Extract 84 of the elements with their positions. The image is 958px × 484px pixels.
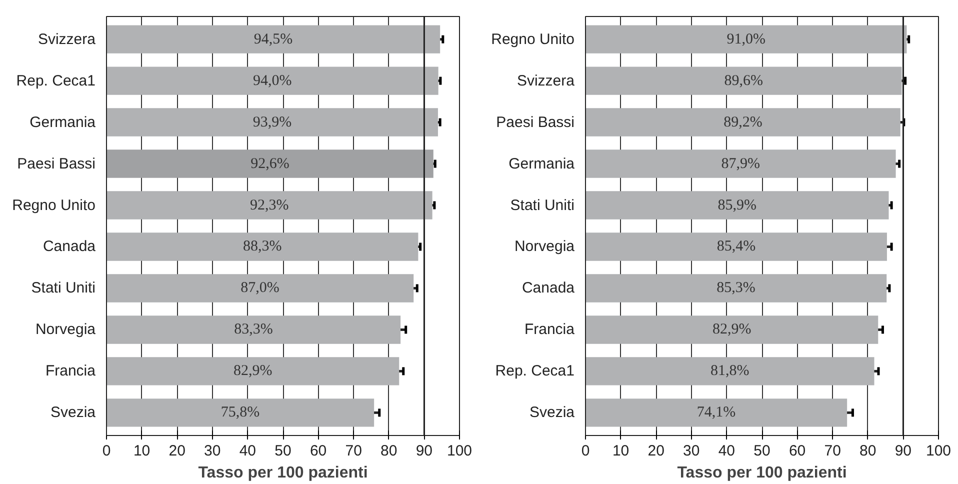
data-label: 81,8% — [710, 363, 750, 380]
x-tick-label: 0 — [102, 442, 111, 460]
x-tick-label: 80 — [380, 442, 398, 460]
data-label: 93,9% — [252, 114, 292, 130]
y-tick-label: Paesi Bassi — [17, 155, 96, 172]
bar — [106, 25, 440, 54]
y-tick-label: Norvegia — [514, 238, 576, 256]
x-tick-label: 20 — [168, 442, 186, 460]
x-tick-label: 90 — [894, 442, 912, 460]
y-tick-label: Francia — [524, 321, 576, 338]
y-tick-label: Svezia — [529, 404, 576, 422]
bar — [586, 232, 887, 261]
y-tick-label: Regno Unito — [12, 196, 96, 214]
x-tick-label: 0 — [581, 442, 590, 460]
x-tick-label: 80 — [860, 442, 876, 460]
data-label: 87,0% — [240, 280, 280, 296]
x-tick-label: 70 — [345, 442, 362, 460]
y-tick-label: Paesi Bassi — [496, 114, 575, 131]
bar — [586, 316, 878, 344]
bar — [106, 191, 432, 220]
data-label: 87,9% — [721, 156, 760, 172]
bar — [106, 357, 400, 386]
x-tick-label: 70 — [824, 442, 841, 460]
x-tick-label: 60 — [310, 442, 327, 460]
bar — [586, 357, 874, 386]
data-label: 85,4% — [716, 238, 756, 255]
data-label: 94,5% — [254, 31, 293, 48]
y-tick-label: Francia — [45, 362, 96, 380]
y-tick-label: Germania — [508, 155, 576, 172]
x-tick-label: 40 — [239, 442, 256, 460]
y-tick-label: Svizzera — [38, 30, 96, 48]
bar — [586, 274, 887, 302]
x-tick-label: 50 — [274, 442, 292, 460]
y-tick-label: Canada — [522, 280, 576, 297]
data-label: 85,9% — [718, 197, 756, 214]
x-tick-label: 60 — [788, 442, 806, 460]
y-tick-label: Germania — [30, 114, 96, 131]
y-tick-label: Stati Uniti — [31, 280, 96, 297]
data-label: 75,8% — [220, 404, 260, 421]
x-tick-label: 50 — [754, 442, 770, 460]
bar — [586, 25, 907, 54]
data-label: 94,0% — [253, 72, 292, 89]
x-tick-label: 10 — [612, 442, 630, 460]
y-tick-label: Canada — [42, 238, 96, 256]
x-tick-label: 30 — [683, 442, 700, 460]
bar — [106, 274, 414, 302]
bar — [586, 150, 896, 178]
y-tick-label: Norvegia — [35, 321, 96, 338]
x-tick-label: 10 — [133, 442, 150, 460]
x-tick-label: 20 — [648, 442, 664, 460]
y-tick-label: Rep. Ceca1 — [495, 362, 575, 380]
y-tick-label: Stati Uniti — [510, 196, 575, 214]
y-tick-label: Regno Unito — [491, 30, 575, 48]
bar — [106, 150, 434, 178]
y-tick-label: Svizzera — [516, 72, 576, 90]
data-label: 74,1% — [696, 404, 736, 421]
y-tick-label: Rep. Ceca1 — [16, 72, 96, 90]
bar — [586, 191, 889, 220]
x-tick-label: 100 — [446, 442, 472, 460]
data-label: 85,3% — [716, 280, 756, 296]
data-label: 92,3% — [250, 197, 289, 214]
bar — [586, 108, 900, 136]
bar — [106, 108, 438, 136]
data-label: 89,2% — [724, 114, 762, 130]
x-tick-label: 30 — [204, 442, 221, 460]
data-label: 83,3% — [234, 322, 273, 338]
data-label: 82,9% — [712, 322, 752, 338]
x-tick-label: 40 — [718, 442, 736, 460]
bar — [586, 66, 902, 95]
x-tick-label: 100 — [926, 442, 952, 460]
bar — [106, 232, 418, 261]
x-axis-title: Tasso per 100 pazienti — [198, 464, 368, 482]
x-axis-title: Tasso per 100 pazienti — [677, 464, 847, 482]
data-label: 82,9% — [233, 363, 272, 380]
x-tick-label: 90 — [416, 442, 433, 460]
bar — [586, 398, 848, 427]
data-label: 91,0% — [726, 31, 766, 48]
y-tick-label: Svezia — [50, 404, 96, 422]
bar — [106, 398, 374, 427]
bar — [106, 316, 401, 344]
data-label: 89,6% — [724, 72, 764, 89]
data-label: 88,3% — [242, 238, 282, 255]
bar — [106, 66, 438, 95]
data-label: 92,6% — [250, 156, 290, 172]
